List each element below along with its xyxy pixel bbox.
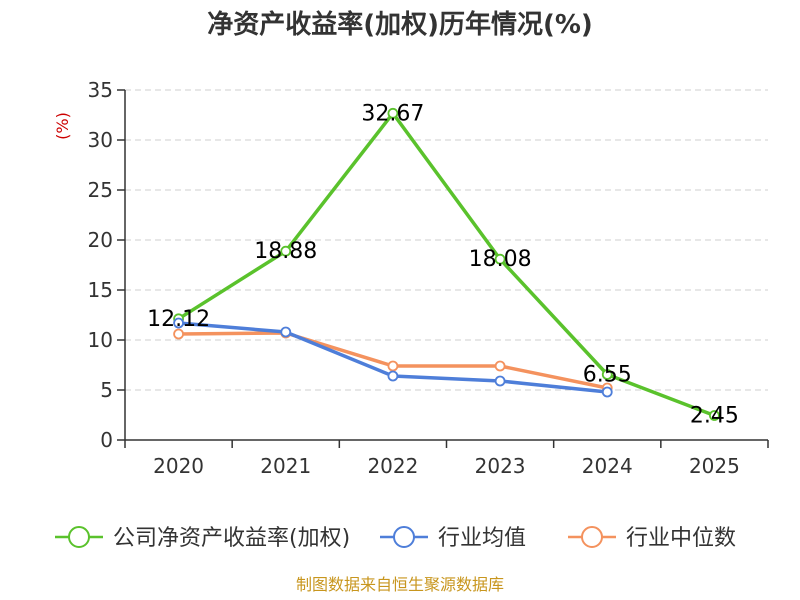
x-tick-label-2025: 2025 bbox=[689, 454, 740, 478]
series-layer bbox=[173, 107, 720, 421]
series-line-0 bbox=[177, 111, 716, 418]
series-0-point-2025[interactable] bbox=[709, 410, 720, 421]
y-tick-label-20: 20 bbox=[88, 228, 113, 252]
legend-marker-1[interactable] bbox=[393, 526, 415, 548]
series-2-point-2022[interactable] bbox=[387, 360, 399, 372]
y-tick-label-0: 0 bbox=[100, 428, 113, 452]
x-tick-label-2021: 2021 bbox=[260, 454, 311, 478]
legend-label-0: 公司净资产收益率(加权) bbox=[113, 526, 350, 551]
y-tick-label-5: 5 bbox=[100, 378, 113, 402]
legend[interactable]: 公司净资产收益率(加权) 行业均值 行业中位数 bbox=[55, 526, 736, 551]
y-tick-label-25: 25 bbox=[88, 178, 113, 202]
series-1-point-2021[interactable] bbox=[280, 326, 292, 338]
data-label-2020: 12.12 bbox=[147, 307, 210, 332]
y-tick-label-15: 15 bbox=[88, 278, 113, 302]
x-tick-label-2020: 2020 bbox=[153, 454, 204, 478]
legend-label-2: 行业中位数 bbox=[626, 526, 736, 551]
legend-marker-2[interactable] bbox=[581, 526, 603, 548]
series-0-point-2024[interactable] bbox=[601, 369, 613, 380]
data-labels: 12.12 18.88 32.67 18.08 6.55 2.45 bbox=[147, 101, 739, 428]
y-axis-label: (%) bbox=[53, 112, 72, 140]
series-1-point-2020[interactable] bbox=[173, 317, 184, 329]
x-tick-label-2022: 2022 bbox=[367, 454, 418, 478]
series-0-point-2021[interactable] bbox=[280, 245, 292, 257]
series-2-point-2020[interactable] bbox=[173, 328, 184, 340]
data-label-2022: 32.67 bbox=[361, 101, 424, 126]
data-label-2023: 18.08 bbox=[469, 247, 532, 272]
data-label-2021: 18.88 bbox=[254, 239, 317, 264]
grid-lines bbox=[125, 89, 768, 391]
chart-title: 净资产收益率(加权)历年情况(%) bbox=[207, 9, 593, 40]
series-0-point-2022[interactable] bbox=[387, 107, 399, 119]
y-tick-label-10: 10 bbox=[88, 328, 113, 352]
source-note: 制图数据来自恒生聚源数据库 bbox=[296, 575, 504, 594]
data-label-2024: 6.55 bbox=[583, 363, 632, 388]
y-tick-label-30: 30 bbox=[88, 128, 113, 152]
x-tick-label-2024: 2024 bbox=[582, 454, 633, 478]
legend-marker-0[interactable] bbox=[68, 526, 90, 548]
y-tick-label-35: 35 bbox=[88, 78, 113, 102]
series-1-point-2024[interactable] bbox=[601, 386, 613, 398]
series-0-point-2023[interactable] bbox=[494, 253, 506, 265]
series-1-point-2022[interactable] bbox=[387, 370, 399, 382]
series-1-point-2023[interactable] bbox=[494, 375, 506, 387]
x-tick-label-2023: 2023 bbox=[475, 454, 526, 478]
legend-label-1: 行业均值 bbox=[438, 526, 526, 551]
series-2-point-2023[interactable] bbox=[494, 360, 506, 372]
data-label-2025: 2.45 bbox=[690, 404, 739, 429]
